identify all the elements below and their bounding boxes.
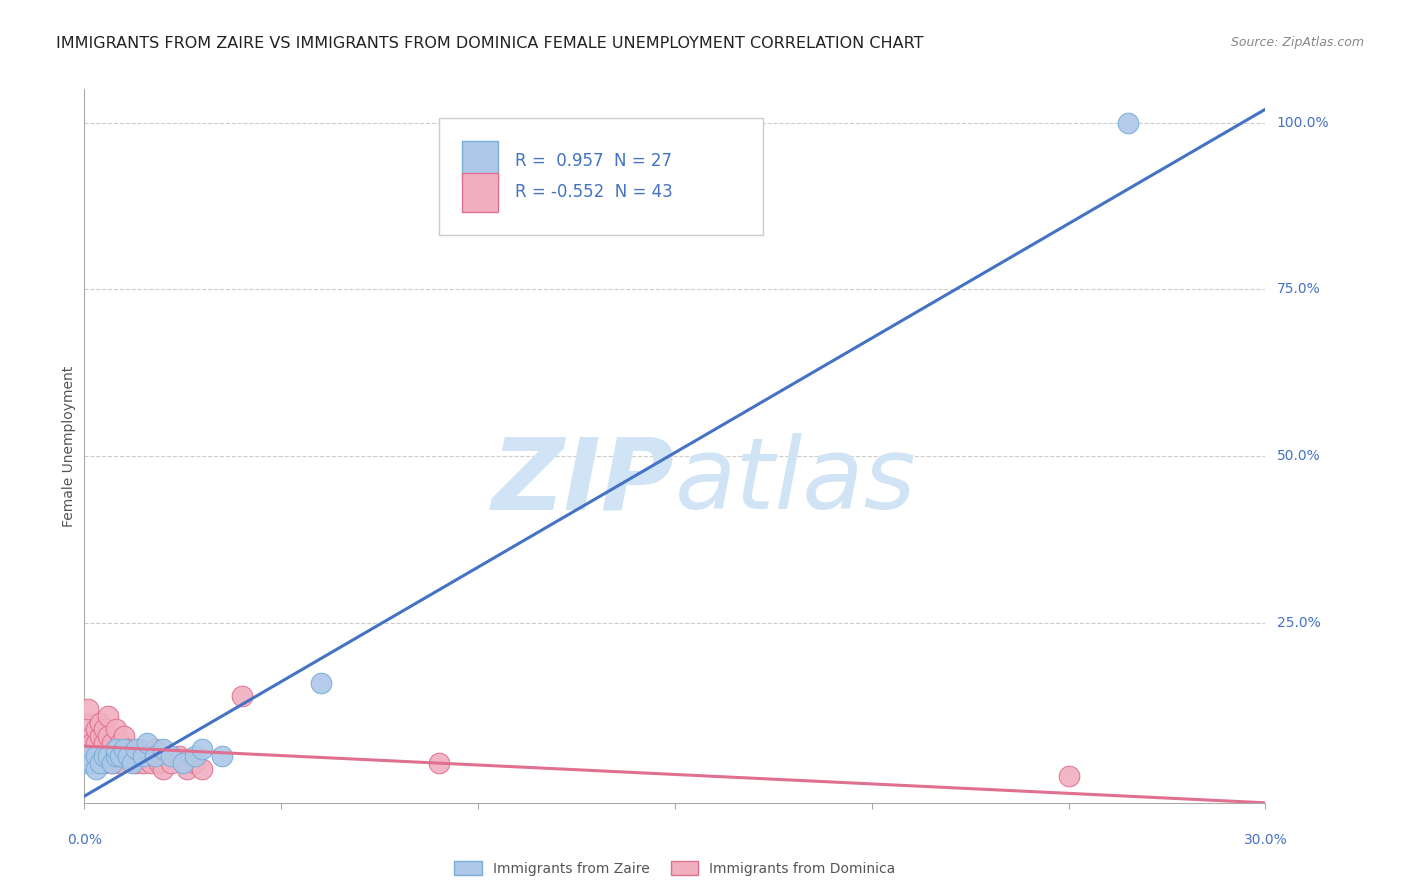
Point (191, 763, 214, 777)
Point (89, 729, 111, 743)
Point (132, 756, 155, 770)
Text: 100.0%: 100.0% (1277, 116, 1329, 129)
Point (93, 736, 115, 750)
Point (160, 756, 183, 770)
Point (101, 756, 124, 770)
FancyBboxPatch shape (439, 118, 763, 235)
Point (141, 756, 163, 770)
Text: 75.0%: 75.0% (1277, 282, 1320, 296)
Point (84, 763, 107, 777)
Point (121, 756, 143, 770)
FancyBboxPatch shape (463, 173, 498, 212)
Point (93, 749, 115, 764)
Point (97, 729, 120, 743)
Point (211, 749, 233, 764)
Point (89, 756, 111, 770)
Text: R = -0.552  N = 43: R = -0.552 N = 43 (516, 184, 673, 202)
Text: 0.0%: 0.0% (67, 833, 101, 847)
Point (143, 749, 166, 764)
Text: 30.0%: 30.0% (1243, 833, 1288, 847)
Point (309, 675, 332, 690)
Point (89, 715, 111, 730)
Point (93, 723, 115, 737)
Point (152, 742, 174, 756)
Point (183, 749, 205, 764)
Point (191, 742, 214, 756)
Point (108, 749, 131, 764)
Point (77, 715, 100, 730)
Point (183, 756, 205, 770)
Point (136, 749, 159, 764)
Point (1116, 115, 1139, 129)
Point (132, 749, 155, 764)
Point (108, 736, 131, 750)
Text: 25.0%: 25.0% (1277, 615, 1320, 630)
Point (121, 749, 143, 764)
Point (101, 736, 124, 750)
Text: 50.0%: 50.0% (1277, 449, 1320, 463)
Point (89, 749, 111, 764)
Point (77, 756, 100, 770)
Point (104, 742, 127, 756)
Point (231, 689, 253, 703)
Text: Source: ZipAtlas.com: Source: ZipAtlas.com (1230, 36, 1364, 49)
Point (148, 756, 170, 770)
Point (82, 742, 104, 756)
Point (117, 742, 139, 756)
Point (136, 736, 159, 750)
Point (93, 756, 115, 770)
Point (97, 749, 120, 764)
Point (101, 756, 124, 770)
Point (112, 742, 135, 756)
Point (104, 742, 127, 756)
Point (117, 749, 139, 764)
Point (143, 742, 166, 756)
FancyBboxPatch shape (463, 141, 498, 180)
Point (172, 756, 194, 770)
Y-axis label: Female Unemployment: Female Unemployment (62, 366, 76, 526)
Point (104, 749, 127, 764)
Point (1057, 769, 1080, 783)
Point (97, 709, 120, 723)
Point (84, 736, 107, 750)
Point (108, 756, 131, 770)
Point (82, 756, 104, 770)
Point (112, 729, 135, 743)
Point (84, 749, 107, 764)
Point (152, 763, 174, 777)
Point (124, 756, 146, 770)
Text: ZIP: ZIP (492, 434, 675, 530)
Point (77, 749, 100, 764)
Point (124, 742, 146, 756)
Point (112, 749, 135, 764)
Text: R =  0.957  N = 27: R = 0.957 N = 27 (516, 152, 672, 169)
Point (82, 736, 104, 750)
Text: IMMIGRANTS FROM ZAIRE VS IMMIGRANTS FROM DOMINICA FEMALE UNEMPLOYMENT CORRELATIO: IMMIGRANTS FROM ZAIRE VS IMMIGRANTS FROM… (56, 36, 924, 51)
Point (84, 723, 107, 737)
Point (427, 756, 450, 770)
Point (97, 749, 120, 764)
Text: atlas: atlas (675, 434, 917, 530)
Point (82, 729, 104, 743)
Point (104, 723, 127, 737)
Point (77, 702, 100, 716)
Legend: Immigrants from Zaire, Immigrants from Dominica: Immigrants from Zaire, Immigrants from D… (449, 855, 901, 881)
Point (84, 749, 107, 764)
Point (176, 763, 198, 777)
Point (160, 749, 183, 764)
Point (128, 742, 150, 756)
Point (167, 749, 190, 764)
